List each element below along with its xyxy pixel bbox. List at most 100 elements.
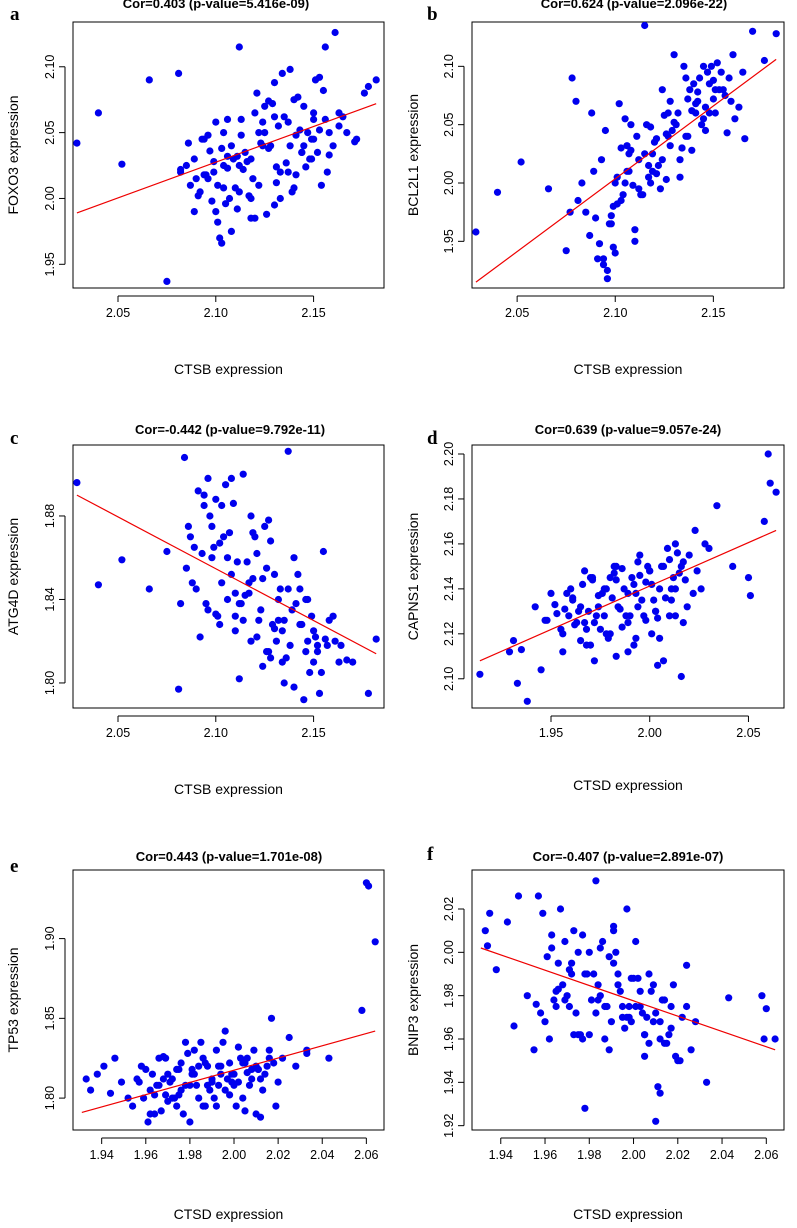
points-series bbox=[73, 28, 380, 285]
data-point bbox=[192, 1081, 201, 1089]
chart-title: Cor=0.639 (p-value=9.057e-24) bbox=[535, 422, 721, 437]
data-point bbox=[317, 668, 325, 677]
regression-line bbox=[76, 494, 377, 655]
data-point bbox=[646, 567, 654, 575]
data-point bbox=[220, 184, 228, 192]
data-point bbox=[135, 1078, 143, 1086]
data-point bbox=[523, 992, 531, 1000]
data-point bbox=[94, 581, 102, 589]
data-point bbox=[650, 138, 659, 146]
data-point bbox=[306, 668, 314, 677]
data-point bbox=[654, 614, 662, 622]
data-point bbox=[574, 196, 582, 205]
y-axis-label: TP53 expression bbox=[5, 947, 21, 1052]
x-tick-label: 2.15 bbox=[701, 306, 725, 320]
data-point bbox=[245, 579, 253, 587]
x-tick-label: 1.95 bbox=[539, 726, 563, 740]
data-point bbox=[145, 585, 153, 593]
data-point bbox=[594, 981, 602, 989]
y-axis-label: ATG4D expression bbox=[5, 518, 21, 635]
data-point bbox=[658, 996, 666, 1004]
data-point bbox=[190, 155, 198, 163]
data-point bbox=[601, 126, 610, 135]
data-point bbox=[232, 1102, 240, 1110]
data-point bbox=[184, 522, 192, 531]
plot-frame bbox=[471, 869, 785, 1131]
x-tick-label: 2.10 bbox=[603, 306, 627, 320]
y-tick-label: 2.18 bbox=[442, 487, 456, 511]
data-point bbox=[772, 488, 780, 496]
data-point bbox=[579, 580, 587, 589]
data-point bbox=[654, 161, 663, 170]
data-point bbox=[678, 144, 686, 152]
data-point bbox=[570, 1031, 578, 1039]
data-point bbox=[253, 549, 261, 558]
data-point bbox=[259, 575, 267, 583]
data-point bbox=[278, 69, 286, 77]
data-point bbox=[670, 51, 678, 59]
data-point bbox=[574, 948, 582, 956]
data-point bbox=[276, 585, 284, 593]
data-point bbox=[669, 981, 678, 989]
data-point bbox=[337, 641, 345, 650]
data-point bbox=[481, 927, 489, 935]
data-point bbox=[621, 115, 629, 123]
data-point bbox=[641, 21, 649, 30]
data-point bbox=[731, 115, 739, 123]
x-tick-label: 2.10 bbox=[204, 306, 228, 320]
data-point bbox=[304, 595, 312, 604]
x-axis-label: CTSD expression bbox=[174, 1206, 284, 1222]
data-point bbox=[632, 634, 640, 642]
data-point bbox=[632, 1002, 640, 1011]
y-tick-label: 2.00 bbox=[442, 940, 456, 964]
data-point bbox=[609, 243, 617, 251]
data-point bbox=[605, 220, 614, 228]
data-point bbox=[251, 214, 259, 222]
data-point bbox=[676, 1057, 684, 1065]
data-point bbox=[594, 255, 602, 263]
data-point bbox=[325, 129, 333, 137]
data-point bbox=[310, 109, 318, 117]
data-point bbox=[247, 194, 255, 203]
data-point bbox=[222, 200, 230, 208]
data-point bbox=[216, 539, 224, 547]
data-point bbox=[563, 589, 571, 598]
data-point bbox=[697, 585, 705, 593]
data-point bbox=[559, 648, 567, 656]
data-point bbox=[265, 144, 273, 152]
data-point bbox=[254, 1065, 262, 1073]
data-point bbox=[703, 68, 712, 76]
data-point bbox=[703, 1078, 711, 1086]
data-point bbox=[523, 697, 531, 705]
data-point bbox=[698, 121, 706, 129]
data-point bbox=[308, 135, 316, 143]
data-point bbox=[286, 142, 294, 150]
data-point bbox=[265, 1046, 273, 1054]
data-point bbox=[630, 580, 638, 589]
chart-title: Cor=-0.442 (p-value=9.792e-11) bbox=[135, 422, 325, 437]
data-point bbox=[647, 987, 655, 995]
x-axis-label: CTSB expression bbox=[574, 361, 683, 377]
data-point bbox=[198, 135, 206, 143]
data-point bbox=[579, 931, 587, 939]
data-point bbox=[688, 107, 696, 115]
data-point bbox=[315, 126, 324, 134]
data-point bbox=[190, 543, 198, 551]
data-point bbox=[274, 1078, 282, 1086]
x-tick-label: 2.05 bbox=[106, 726, 130, 740]
data-point bbox=[157, 1107, 165, 1115]
y-tick-label: 1.90 bbox=[43, 926, 57, 950]
data-point bbox=[243, 158, 251, 166]
data-point bbox=[592, 214, 600, 222]
data-point bbox=[638, 596, 646, 604]
y-tick-label: 2.14 bbox=[442, 577, 456, 601]
data-point bbox=[634, 974, 642, 982]
data-point bbox=[184, 139, 192, 147]
data-point bbox=[699, 115, 708, 123]
data-point bbox=[701, 103, 710, 111]
y-tick-label: 2.00 bbox=[442, 171, 456, 195]
data-point bbox=[572, 97, 580, 105]
data-point bbox=[323, 168, 331, 176]
data-point bbox=[265, 516, 273, 524]
panel-a: a Cor=0.403 (p-value=5.416e-09) 2.05 2.10 2.… bbox=[5, 0, 385, 377]
